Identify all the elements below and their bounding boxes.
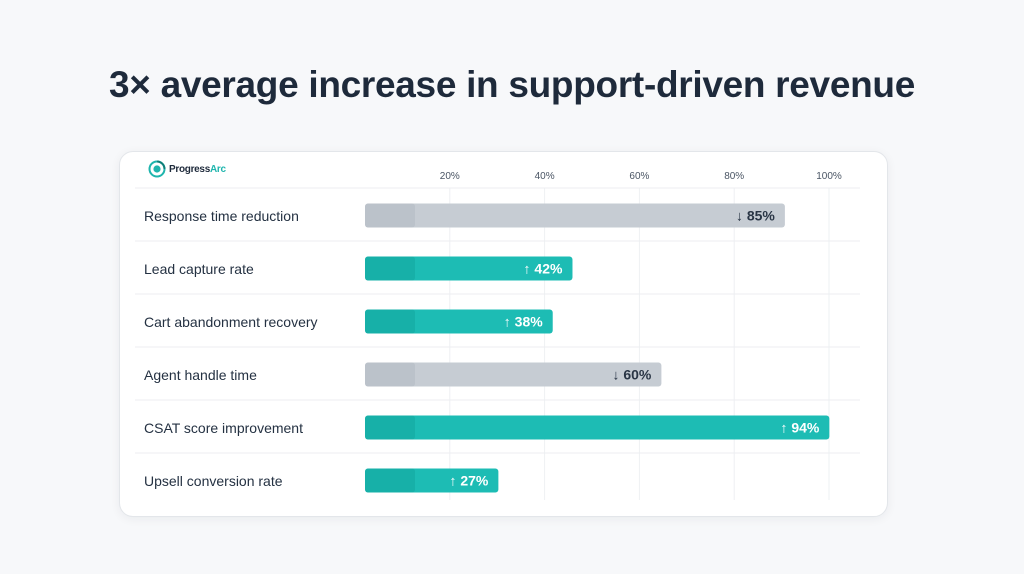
brand-name-main: Progress [169,163,210,175]
tick-label-80: 80% [724,171,744,182]
bar-1: ↓ 85% [365,203,785,228]
brand-logo: ProgressArc [148,160,226,178]
bar-value-label: ↑ 27% [449,473,488,489]
bar-shade [365,468,415,493]
bar-value-label: ↑ 38% [504,314,543,330]
category-label: CSAT score improvement [144,419,303,436]
bar-value-label: ↓ 60% [612,367,651,383]
category-label: Response time reduction [144,207,299,224]
bar-value-label: ↓ 85% [736,208,775,224]
bar-fill [365,415,830,440]
bar-2: ↑ 42% [365,256,573,281]
bar-fill [365,362,662,387]
tick-label-60: 60% [629,171,649,182]
tick-label-20: 20% [440,171,460,182]
tick-label-40: 40% [535,171,555,182]
bar-shade [365,362,415,387]
bar-value-label: ↑ 94% [780,420,819,436]
bar-4: ↓ 60% [365,362,662,387]
category-label: Lead capture rate [144,260,254,277]
category-label: Agent handle time [144,366,257,383]
bar-shade [365,203,415,228]
headline: 3× average increase in support-driven re… [109,64,915,105]
bar-5: ↑ 94% [365,415,830,440]
bar-shade [365,415,415,440]
progress-logo-icon [148,160,166,178]
bar-fill [365,203,785,228]
tick-label-100: 100% [816,171,842,182]
brand-name: ProgressArc [169,164,226,175]
bar-6: ↑ 27% [365,468,499,493]
bar-3: ↑ 38% [365,309,553,334]
brand-name-accent: Arc [209,163,226,175]
bar-shade [365,256,415,281]
bar-shade [365,309,415,334]
category-label: Upsell conversion rate [144,472,283,489]
bar-value-label: ↑ 42% [524,261,563,277]
category-label: Cart abandonment recovery [144,313,318,330]
bar-fill [365,256,573,281]
